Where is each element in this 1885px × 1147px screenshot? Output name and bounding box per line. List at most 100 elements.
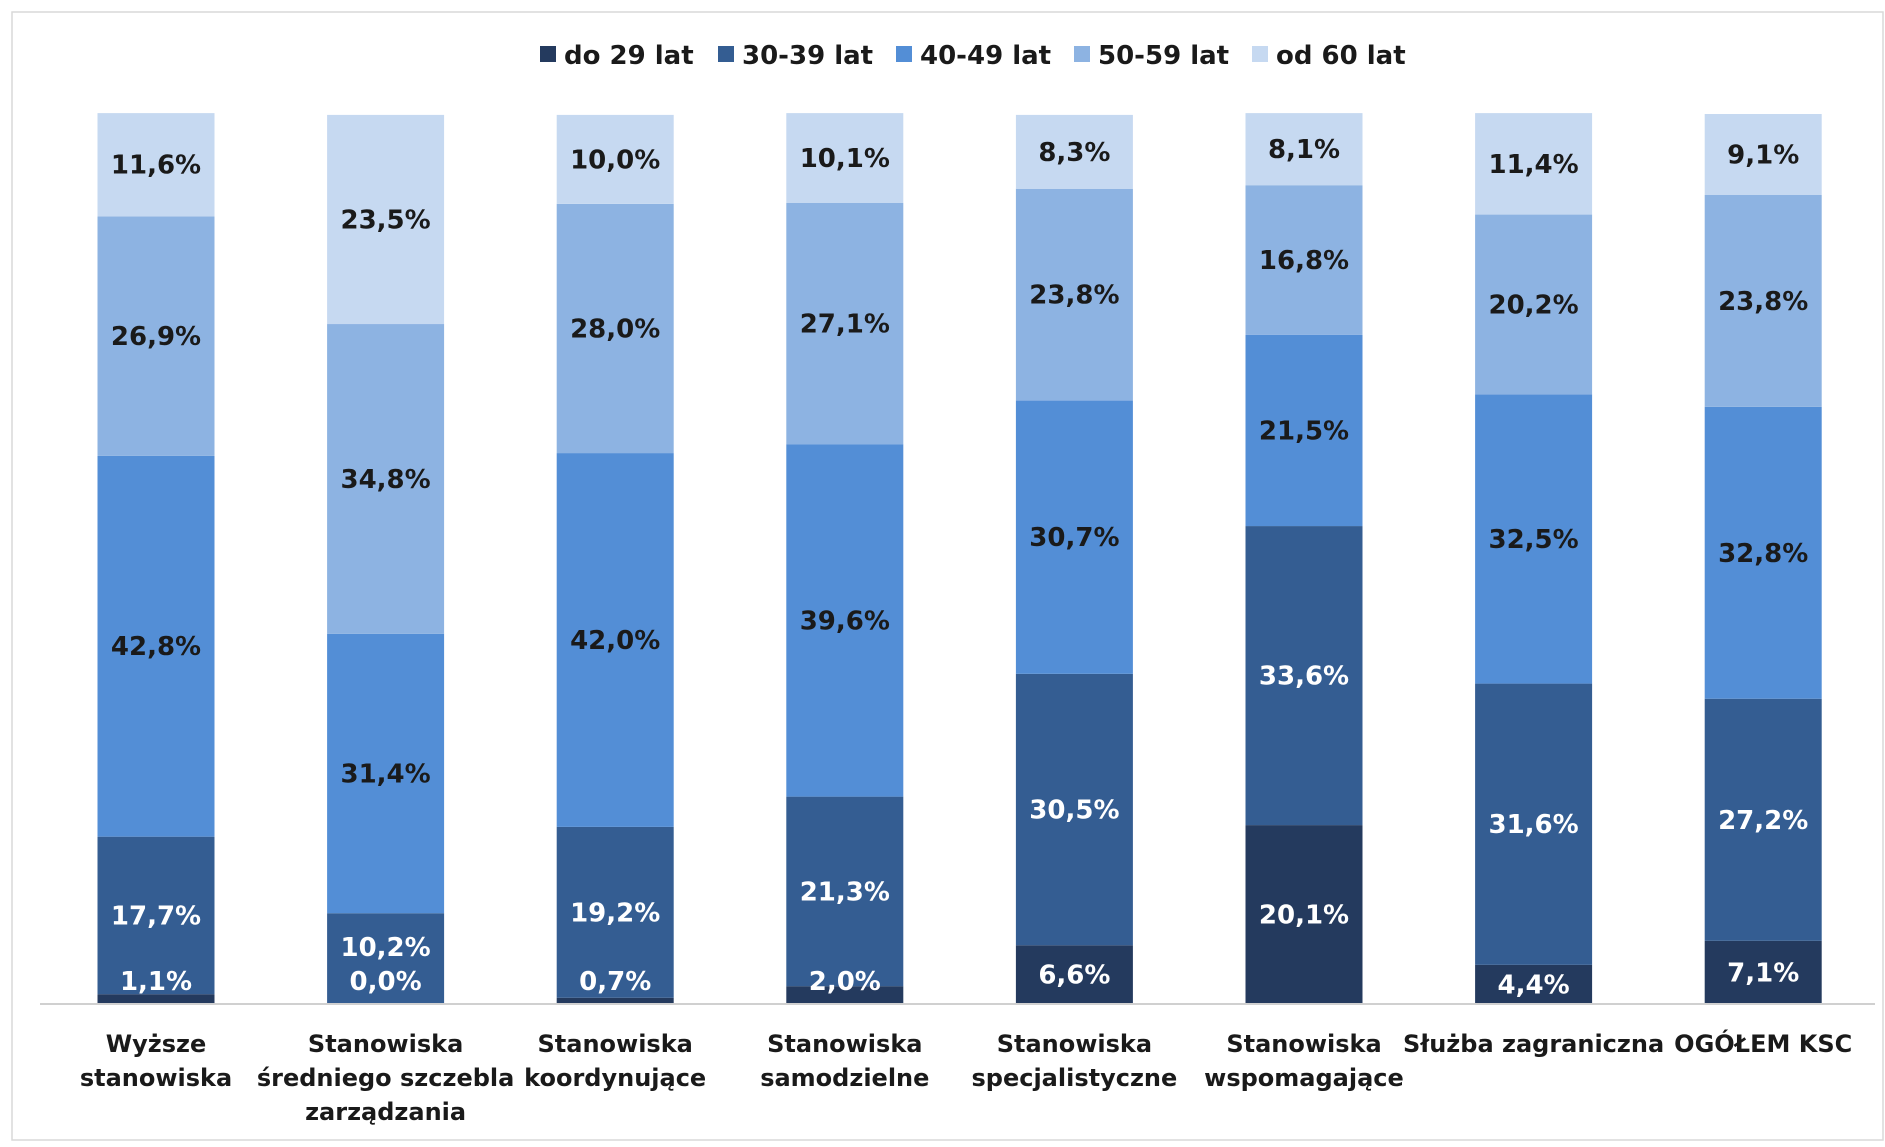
value-label-2-0: 0,7% <box>579 967 651 997</box>
value-label-6-3: 20,2% <box>1488 290 1578 320</box>
value-label-4-1: 30,5% <box>1029 796 1119 826</box>
value-label-1-3: 34,8% <box>340 465 430 495</box>
bar-segment-3-2 <box>786 444 904 797</box>
legend-swatch-2 <box>896 46 912 62</box>
bar-segment-3-0 <box>786 986 904 1004</box>
value-label-4-0: 6,6% <box>1038 961 1110 991</box>
legend-label-1: 30-39 lat <box>742 41 873 71</box>
value-label-1-0: 0,0% <box>350 967 422 997</box>
value-label-6-0: 4,4% <box>1498 970 1570 1000</box>
bar-segment-5-1 <box>1245 526 1363 826</box>
bar-segment-5-2 <box>1245 334 1363 527</box>
bar-segment-4-4 <box>1015 114 1133 189</box>
value-label-3-3: 27,1% <box>800 310 890 340</box>
value-label-2-2: 42,0% <box>570 626 660 656</box>
category-label-7: OGÓŁEM KSC <box>1674 1028 1852 1058</box>
bar-segment-6-4 <box>1475 113 1593 215</box>
value-label-7-0: 7,1% <box>1727 958 1799 988</box>
bar-segment-3-4 <box>786 113 904 203</box>
bar-segment-0-3 <box>97 216 215 456</box>
category-label-1: Stanowiska średniego szczebla zarządzania <box>257 1030 515 1126</box>
legend-swatch-3 <box>1074 46 1090 62</box>
bar-segment-3-1 <box>786 796 904 987</box>
legend-swatch-0 <box>540 46 556 62</box>
legend-swatch-1 <box>718 46 734 62</box>
legend-label-0: do 29 lat <box>564 41 694 71</box>
value-label-5-3: 16,8% <box>1259 246 1349 276</box>
bar-segment-1-4 <box>327 114 445 325</box>
bar-segment-0-4 <box>97 113 215 217</box>
value-label-0-4: 11,6% <box>111 151 201 181</box>
category-label-5: Stanowiska wspomagające <box>1204 1030 1404 1092</box>
value-label-5-4: 8,1% <box>1268 135 1340 165</box>
bar-segment-7-4 <box>1704 114 1822 195</box>
value-label-0-3: 26,9% <box>111 322 201 352</box>
category-label-0: Wyższe stanowiska <box>80 1030 232 1092</box>
bar-segment-6-0 <box>1475 964 1593 1004</box>
value-label-3-4: 10,1% <box>800 144 890 174</box>
value-label-0-2: 42,8% <box>111 632 201 662</box>
value-label-6-2: 32,5% <box>1488 525 1578 555</box>
bar-segment-7-2 <box>1704 406 1822 699</box>
value-label-5-1: 33,6% <box>1259 662 1349 692</box>
bar-segment-1-1 <box>327 913 445 1004</box>
chart-border <box>11 11 1884 1141</box>
category-label-6: Służba zagraniczna <box>1403 1030 1664 1058</box>
value-label-2-4: 10,0% <box>570 145 660 175</box>
category-labels-group: Wyższe stanowiska Stanowiska średniego szcz… <box>80 1028 1852 1126</box>
value-label-7-3: 23,8% <box>1718 287 1808 317</box>
bar-segment-5-3 <box>1245 185 1363 335</box>
legend-label-2: 40-49 lat <box>920 41 1051 71</box>
value-label-5-2: 21,5% <box>1259 416 1349 446</box>
bar-segment-6-3 <box>1475 214 1593 395</box>
value-label-3-1: 21,3% <box>800 877 890 907</box>
value-label-3-0: 2,0% <box>809 967 881 997</box>
value-label-0-1: 17,7% <box>111 901 201 931</box>
value-label-6-1: 31,6% <box>1488 810 1578 840</box>
value-label-0-0: 1,1% <box>120 967 192 997</box>
value-label-4-2: 30,7% <box>1029 523 1119 553</box>
value-label-3-2: 39,6% <box>800 606 890 636</box>
bar-segment-5-4 <box>1245 113 1363 186</box>
bar-segment-4-1 <box>1015 673 1133 946</box>
value-label-1-1: 10,2% <box>340 933 430 963</box>
bar-segment-2-0 <box>556 997 674 1004</box>
category-label-4: Stanowiska specjalistyczne <box>971 1030 1177 1092</box>
value-labels-group: 1,1% 17,7% 42,8% 26,9% 11,6% 0,0% 10,2% 31,4% 34… <box>111 135 1808 1000</box>
bar-segment-4-2 <box>1015 400 1133 674</box>
bar-segment-2-4 <box>556 114 674 204</box>
value-label-6-4: 11,4% <box>1488 150 1578 180</box>
legend-swatch-4 <box>1252 46 1268 62</box>
legend: do 29 lat 30-39 lat 40-49 lat 50-59 lat od 6… <box>540 41 1406 71</box>
bar-segment-2-2 <box>556 453 674 827</box>
value-label-5-0: 20,1% <box>1259 901 1349 931</box>
value-label-2-1: 19,2% <box>570 898 660 928</box>
category-label-3: Stanowiska samodzielne <box>760 1030 929 1092</box>
value-label-7-4: 9,1% <box>1727 140 1799 170</box>
legend-label-3: 50-59 lat <box>1098 41 1229 71</box>
bar-segment-4-0 <box>1015 945 1133 1004</box>
bar-segment-0-1 <box>97 836 215 995</box>
bar-segment-5-0 <box>1245 825 1363 1004</box>
bar-segment-2-3 <box>556 203 674 454</box>
bar-segment-2-1 <box>556 826 674 998</box>
value-label-1-2: 31,4% <box>340 759 430 789</box>
bar-segment-0-2 <box>97 455 215 837</box>
bar-segment-1-2 <box>327 633 445 914</box>
value-label-7-1: 27,2% <box>1718 806 1808 836</box>
bars-group <box>97 113 1822 1004</box>
bar-segment-7-1 <box>1704 698 1822 941</box>
bar-segment-4-3 <box>1015 188 1133 401</box>
legend-label-4: od 60 lat <box>1276 41 1406 71</box>
bar-segment-6-1 <box>1475 683 1593 965</box>
bar-segment-3-3 <box>786 203 904 445</box>
value-label-1-4: 23,5% <box>340 205 430 235</box>
bar-segment-7-3 <box>1704 194 1822 407</box>
bar-segment-1-3 <box>327 324 445 634</box>
bar-segment-0-0 <box>97 994 215 1004</box>
bar-segment-6-2 <box>1475 394 1593 684</box>
value-label-2-3: 28,0% <box>570 314 660 344</box>
value-label-7-2: 32,8% <box>1718 539 1808 569</box>
